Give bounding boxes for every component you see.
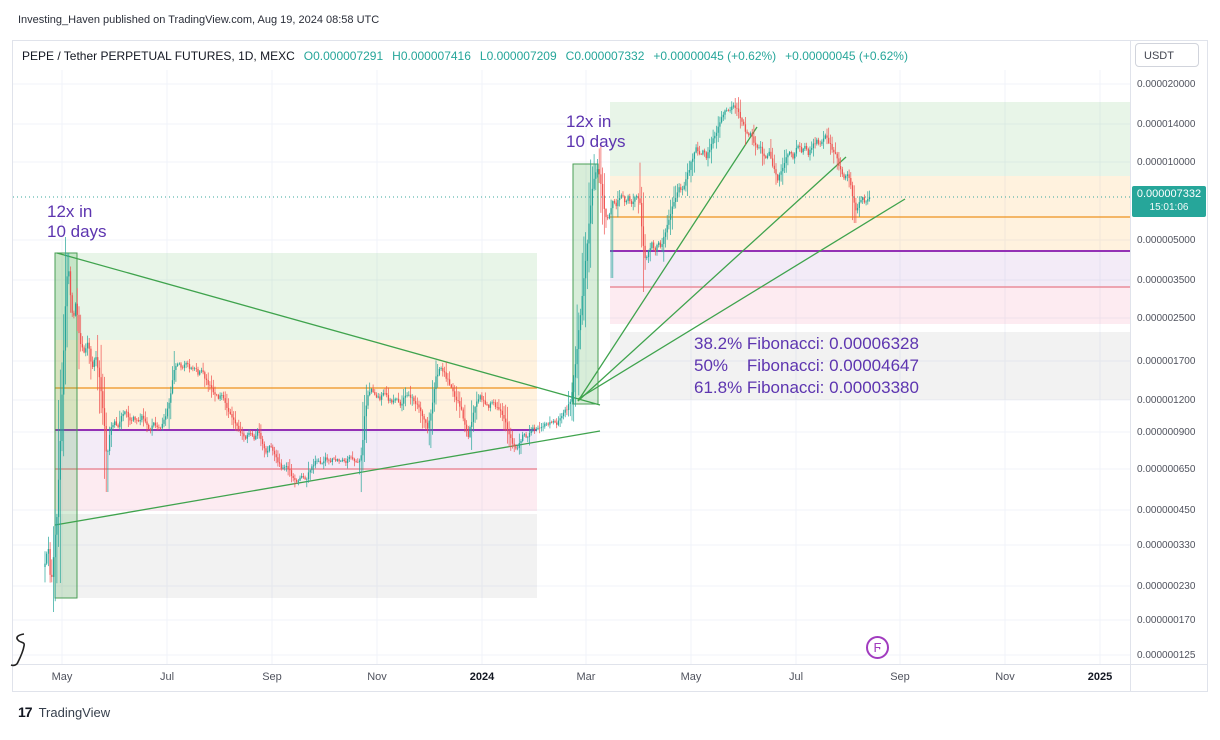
price-tick-label: 0.000014000	[1137, 119, 1196, 130]
quote-item: H0.000007416	[392, 49, 471, 63]
time-tick-label: 2024	[469, 671, 495, 683]
price-tick-label: 0.000000900	[1137, 427, 1196, 438]
quote-item: O0.000007291	[303, 49, 384, 63]
time-tick-label: Sep	[262, 671, 282, 683]
time-tick-label: May	[680, 671, 702, 683]
price-tick-label: 0.000000650	[1137, 464, 1196, 475]
time-tick-label: Jul	[788, 671, 804, 683]
price-tick-label: 0.000001700	[1137, 356, 1196, 367]
price-axis-separator	[1130, 40, 1131, 692]
price-tick-label: 0.000020000	[1137, 79, 1196, 90]
price-tick-label: 0.000003500	[1137, 275, 1196, 286]
price-tick-label: 0.000001200	[1137, 395, 1196, 406]
footer-brand-text[interactable]: TradingView	[38, 704, 111, 720]
chart-widget-frame	[12, 40, 1208, 692]
time-tick-label: Mar	[576, 671, 596, 683]
last-price-label: 0.000007332 15:01:06	[1132, 186, 1206, 217]
symbol-title[interactable]: PEPE / Tether PERPETUAL FUTURES, 1D, MEX…	[22, 49, 295, 63]
time-tick-label: Sep	[890, 671, 910, 683]
time-tick-label: May	[51, 671, 73, 683]
last-price-value: 0.000007332	[1136, 188, 1202, 200]
time-axis-separator	[12, 664, 1208, 665]
fibonacci-level-label: 61.8% Fibonacci: 0.00003380	[694, 378, 919, 397]
price-tick-label: 0.000002500	[1137, 313, 1196, 324]
price-tick-label: 0.000000170	[1137, 615, 1196, 626]
price-tick-label: 0.000000230	[1137, 581, 1196, 592]
gain-callout-text: 12x in 10 days	[47, 202, 107, 241]
gain-callout-text: 12x in 10 days	[566, 112, 626, 151]
price-tick-label: 0.000010000	[1137, 157, 1196, 168]
time-tick-label: Jul	[159, 671, 175, 683]
price-tick-label: 0.000000450	[1137, 505, 1196, 516]
price-tick-label: 0.000000330	[1137, 540, 1196, 551]
hook-drawing-icon[interactable]	[8, 626, 48, 671]
boost-lightning-icon[interactable]: Ϝ	[866, 636, 889, 659]
fibonacci-level-label: 38.2% Fibonacci: 0.00006328	[694, 334, 919, 353]
time-tick-label: Nov	[995, 671, 1015, 683]
time-tick-label: Nov	[367, 671, 387, 683]
ohlc-values: O0.000007291 H0.000007416 L0.000007209 C0.0…	[295, 49, 908, 63]
currency-toggle-button[interactable]: USDT	[1135, 43, 1199, 67]
quote-item: +0.00000045 (+0.62%)	[653, 49, 777, 63]
quote-item: C0.000007332	[565, 49, 645, 63]
price-tick-label: 0.000005000	[1137, 235, 1196, 246]
quote-item: +0.00000045 (+0.62%)	[785, 49, 908, 63]
price-tick-label: 0.000000125	[1137, 650, 1196, 661]
time-tick-label: 2025	[1087, 671, 1113, 683]
bar-countdown: 15:01:06	[1149, 201, 1189, 213]
tradingview-logo-icon[interactable]: 17	[18, 704, 33, 720]
footer: 17 TradingView	[18, 704, 110, 720]
quote-item: L0.000007209	[479, 49, 557, 63]
fibonacci-level-label: 50% Fibonacci: 0.00004647	[694, 356, 919, 375]
published-attribution: Investing_Haven published on TradingView…	[18, 14, 380, 26]
symbol-header: PEPE / Tether PERPETUAL FUTURES, 1D, MEX…	[22, 49, 908, 63]
